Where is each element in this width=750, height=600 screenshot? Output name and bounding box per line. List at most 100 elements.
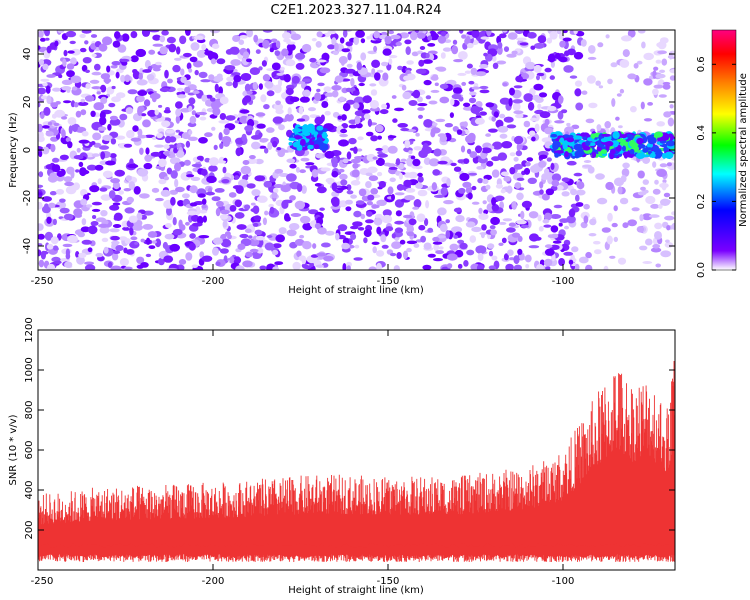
spectral-blob bbox=[119, 258, 129, 266]
spectral-blob bbox=[466, 148, 472, 154]
spectral-blob bbox=[301, 255, 307, 265]
spectral-blob bbox=[40, 37, 46, 42]
spectral-blob bbox=[431, 127, 441, 134]
spectral-blob bbox=[40, 95, 48, 100]
spectral-blob bbox=[89, 79, 100, 84]
spectral-blob bbox=[350, 77, 355, 87]
spectral-blob bbox=[189, 56, 198, 63]
spectral-blob bbox=[165, 129, 175, 134]
spectral-blob bbox=[173, 147, 178, 154]
spectral-blob bbox=[90, 34, 98, 38]
spectral-blob bbox=[613, 205, 618, 212]
spectral-blob bbox=[86, 204, 93, 208]
spectral-blob bbox=[593, 240, 601, 245]
spectral-blob bbox=[317, 227, 327, 235]
spectral-blob bbox=[295, 52, 306, 60]
spectral-blob bbox=[581, 90, 588, 95]
spectral-blob bbox=[541, 137, 553, 143]
spectral-blob bbox=[597, 42, 604, 48]
spectral-blob bbox=[285, 87, 294, 96]
spectral-blob bbox=[281, 200, 289, 209]
spectral-blob bbox=[137, 134, 147, 139]
spectral-blob bbox=[121, 60, 128, 66]
spectral-blob bbox=[511, 232, 521, 238]
spectral-blob bbox=[542, 219, 550, 224]
spectral-blob bbox=[170, 196, 176, 206]
spectral-blob bbox=[523, 120, 531, 128]
spectral-blob bbox=[311, 38, 317, 42]
spectral-blob bbox=[242, 160, 250, 165]
spectral-blob bbox=[547, 53, 556, 63]
spectral-blob bbox=[340, 128, 348, 134]
spectral-blob bbox=[544, 248, 555, 256]
spectral-blob bbox=[115, 245, 124, 252]
spectral-blob bbox=[274, 50, 281, 56]
spectral-blob bbox=[314, 92, 322, 101]
spectral-blob bbox=[549, 75, 555, 80]
spectral-blob bbox=[525, 161, 531, 167]
spectral-blob bbox=[637, 170, 645, 179]
spectral-blob bbox=[573, 51, 584, 60]
spectral-blob bbox=[479, 85, 489, 90]
spectral-blob bbox=[363, 113, 371, 120]
spectral-blob bbox=[52, 87, 61, 92]
spectral-blob bbox=[659, 37, 669, 44]
spectral-blob bbox=[196, 111, 208, 116]
spectral-blob bbox=[272, 243, 282, 249]
spectral-blob bbox=[79, 47, 87, 53]
spectral-blob bbox=[402, 250, 409, 259]
spectral-blob bbox=[256, 123, 266, 129]
spectral-blob bbox=[128, 215, 138, 223]
spectral-blob bbox=[408, 150, 413, 155]
spectral-blob bbox=[385, 226, 394, 232]
spectral-blob bbox=[215, 207, 221, 217]
spectral-blob bbox=[499, 133, 508, 139]
spectral-blob bbox=[379, 109, 389, 115]
spectral-blob bbox=[561, 177, 570, 182]
spectral-blob bbox=[499, 97, 511, 105]
feature-blob bbox=[300, 138, 306, 146]
spectral-blob bbox=[347, 52, 352, 61]
spectral-blob bbox=[339, 173, 348, 180]
spectral-blob bbox=[640, 186, 646, 191]
spectral-blob bbox=[417, 189, 428, 197]
spectral-blob bbox=[189, 202, 198, 207]
spectral-blob bbox=[233, 74, 242, 83]
spectral-blob bbox=[395, 41, 402, 47]
spectral-blob bbox=[437, 160, 448, 165]
spectral-blob bbox=[506, 53, 517, 58]
spectral-blob bbox=[80, 198, 88, 206]
spectral-blob bbox=[201, 44, 207, 51]
spectral-blob bbox=[427, 35, 433, 41]
spectral-blob bbox=[266, 127, 275, 133]
spectral-blob bbox=[418, 59, 425, 67]
feature-blob bbox=[316, 137, 323, 145]
spectral-blob bbox=[469, 235, 477, 243]
spectral-blob bbox=[249, 248, 259, 253]
spectral-blob bbox=[198, 71, 208, 79]
spectral-blob bbox=[242, 260, 253, 268]
x-tick-label: -150 bbox=[377, 276, 400, 287]
spectral-blob bbox=[500, 189, 506, 194]
spectral-blob bbox=[79, 33, 86, 39]
spectral-blob bbox=[440, 52, 446, 59]
feature-blob bbox=[629, 140, 636, 147]
spectral-blob bbox=[435, 250, 444, 255]
spectral-blob bbox=[85, 83, 91, 90]
spectral-blob bbox=[439, 223, 448, 233]
spectral-blob bbox=[433, 148, 442, 157]
spectral-blob bbox=[77, 101, 89, 106]
spectral-blob bbox=[573, 30, 578, 35]
spectral-blob bbox=[355, 30, 365, 38]
spectral-blob bbox=[413, 146, 423, 151]
spectral-blob bbox=[110, 65, 118, 69]
spectral-blob bbox=[555, 52, 561, 60]
spectral-blob bbox=[316, 186, 327, 194]
spectral-blob bbox=[594, 249, 602, 255]
spectral-blob bbox=[199, 251, 205, 259]
spectral-blob bbox=[275, 100, 281, 106]
spectral-blob bbox=[515, 75, 523, 83]
spectral-blob bbox=[38, 259, 45, 268]
spectral-blob bbox=[91, 201, 102, 206]
